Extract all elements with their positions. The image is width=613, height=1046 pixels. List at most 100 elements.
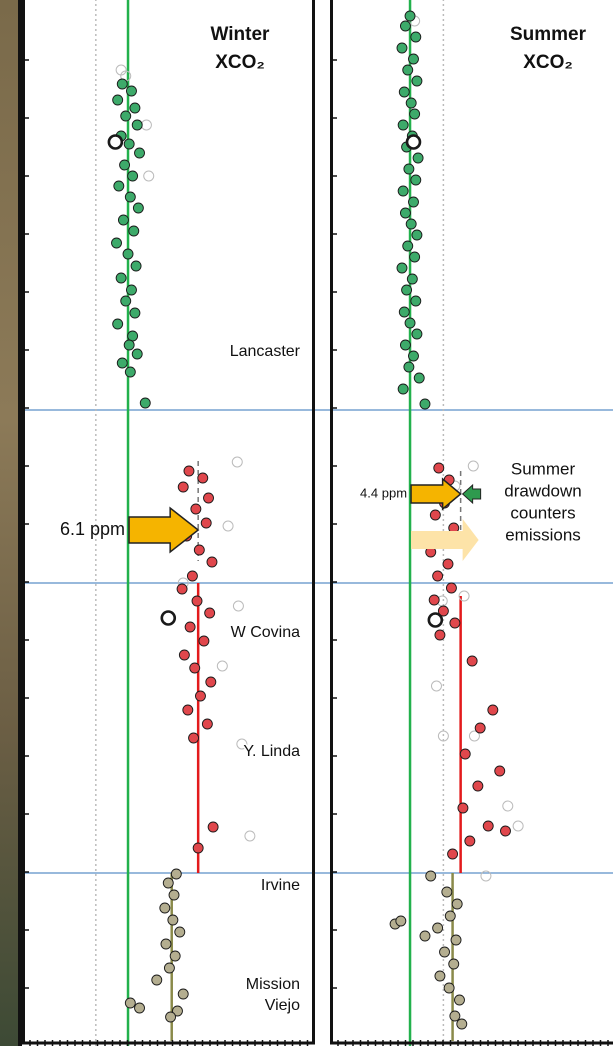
data-point [412,76,422,86]
data-point [161,939,171,949]
note-text: counters [510,503,575,522]
data-point [400,21,410,31]
data-point [170,951,180,961]
data-point [429,595,439,605]
data-point [171,869,181,879]
data-point [408,197,418,207]
data-point [223,521,233,531]
note-text: drawdown [504,481,582,500]
data-point [121,111,131,121]
data-point [413,153,423,163]
data-point [402,285,412,295]
data-point [116,273,126,283]
data-point [435,630,445,640]
data-point [411,296,421,306]
arrow-label: 4.4 ppm [360,485,407,500]
data-point [406,98,416,108]
data-point [442,887,452,897]
data-point [446,583,456,593]
data-point [207,557,217,567]
data-point [175,927,185,937]
data-point [152,975,162,985]
data-point [166,1012,176,1022]
data-point [430,510,440,520]
note-text: emissions [505,525,581,544]
data-point [397,43,407,53]
arrow-label: 6.1 ppm [60,519,125,539]
data-point [190,663,200,673]
data-point [112,238,122,248]
site-label: Mission [246,976,300,993]
data-point [400,340,410,350]
data-point [454,995,464,1005]
data-point [126,285,136,295]
data-point [162,612,175,625]
data-point [194,545,204,555]
data-point [204,493,214,503]
data-point [445,911,455,921]
data-point [163,878,173,888]
data-point [475,723,485,733]
data-point [433,571,443,581]
data-point [404,164,414,174]
data-point [448,849,458,859]
data-point [449,959,459,969]
data-point [114,181,124,191]
data-point [187,571,197,581]
data-point [117,358,127,368]
data-point [513,821,523,831]
data-point [410,109,420,119]
data-point [450,618,460,628]
site-label: W Covina [231,624,300,641]
data-point [440,947,450,957]
drawdown-arrow [463,485,481,503]
data-point [411,32,421,42]
data-point [399,307,409,317]
data-point [431,681,441,691]
data-point [132,120,142,130]
data-point [435,971,445,981]
data-point [198,473,208,483]
data-point [121,296,131,306]
data-point [141,120,151,130]
data-point [420,931,430,941]
data-point [160,903,170,913]
data-point [201,518,211,528]
data-point [118,215,128,225]
data-point [460,749,470,759]
data-point [473,781,483,791]
data-point [140,398,150,408]
data-point [406,219,416,229]
data-point [168,915,178,925]
data-point [426,871,436,881]
data-point [125,367,135,377]
data-point [192,596,202,606]
data-point [130,308,140,318]
site-label: Irvine [261,877,300,894]
data-point [483,821,493,831]
data-point [403,65,413,75]
data-point [184,466,194,476]
data-point [164,963,174,973]
data-point [405,318,415,328]
data-point [185,622,195,632]
data-point [411,175,421,185]
data-point [434,463,444,473]
data-point [452,899,462,909]
data-point [405,11,415,21]
data-point [195,691,205,701]
data-point [132,349,142,359]
data-point [125,998,135,1008]
panel-title: XCO₂ [215,52,265,73]
data-point [467,656,477,666]
data-point [126,86,136,96]
data-point [199,636,209,646]
panel-title: Summer [510,24,587,45]
data-point [407,274,417,284]
data-point [135,148,145,158]
data-point [217,661,227,671]
data-point [208,822,218,832]
data-point [398,384,408,394]
data-point [408,54,418,64]
data-point [468,461,478,471]
